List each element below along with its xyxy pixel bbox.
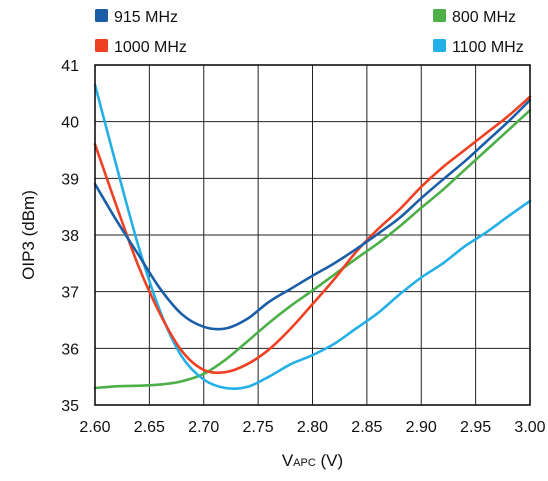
y-tick-label: 38 [61,228,79,245]
y-tick-label: 35 [61,398,79,415]
x-axis-label-unit: (V) [316,451,343,470]
x-tick-label: 2.70 [188,419,219,436]
plot-frame [94,64,531,406]
y-tick-label: 39 [61,171,79,188]
x-tick-label: 2.80 [297,419,328,436]
x-tick-label: 2.85 [351,419,382,436]
x-tick-label: 2.95 [460,419,491,436]
x-tick-label: 2.75 [243,419,274,436]
y-axis-ticks: 35 36 37 38 39 40 41 [61,58,79,415]
legend-swatch-1000 [95,39,108,52]
x-tick-label: 3.00 [514,419,545,436]
legend: 915 MHz 1000 MHz 800 MHz 1100 MHz [95,9,524,56]
legend-label-1100: 1100 MHz [452,39,524,56]
series-line-1000-mhz [93,95,532,375]
x-tick-label: 2.65 [134,419,165,436]
legend-swatch-800 [433,9,446,22]
x-axis-ticks: 2.60 2.65 2.70 2.75 2.80 2.85 2.90 2.95 3.00 [79,419,545,436]
legend-label-915: 915 MHz [114,9,178,26]
chart-series [93,83,532,390]
legend-label-800: 800 MHz [452,9,516,26]
x-tick-label: 2.90 [406,419,437,436]
x-axis-label-subscript: APC [293,457,316,469]
legend-label-1000: 1000 MHz [114,39,187,56]
y-axis-label: OIP3 (dBm) [19,190,38,280]
y-tick-label: 41 [61,58,79,75]
legend-swatch-1100 [433,39,446,52]
x-axis-label-main: V [282,451,294,470]
x-axis-label: VAPC (V) [282,451,343,470]
series-line-915-mhz [93,98,532,331]
y-tick-label: 37 [61,285,79,302]
y-tick-label: 36 [61,341,79,358]
legend-swatch-915 [95,9,108,22]
x-tick-label: 2.60 [79,419,110,436]
y-tick-label: 40 [61,115,79,132]
series-line-800-mhz [93,109,532,390]
